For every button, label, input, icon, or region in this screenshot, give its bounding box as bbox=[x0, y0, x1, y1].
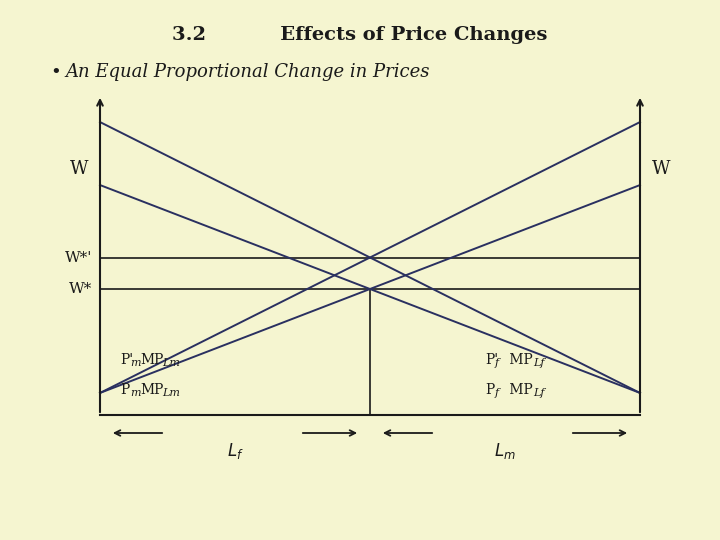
Text: Lf: Lf bbox=[533, 358, 544, 368]
Text: •: • bbox=[50, 63, 60, 81]
Text: W*': W*' bbox=[65, 251, 92, 265]
Text: P': P' bbox=[120, 353, 133, 367]
Text: $L_f$: $L_f$ bbox=[227, 441, 243, 461]
Text: f: f bbox=[495, 388, 499, 398]
Text: W*: W* bbox=[68, 282, 92, 296]
Text: m: m bbox=[130, 358, 140, 368]
Text: P: P bbox=[120, 383, 130, 397]
Text: P: P bbox=[485, 383, 494, 397]
Text: P': P' bbox=[485, 353, 498, 367]
Text: Lf: Lf bbox=[533, 388, 544, 398]
Text: Lm: Lm bbox=[162, 358, 180, 368]
Text: MP: MP bbox=[505, 353, 533, 367]
Text: $L_m$: $L_m$ bbox=[494, 441, 516, 461]
Text: MP: MP bbox=[140, 383, 163, 397]
Text: W: W bbox=[70, 160, 88, 178]
Text: Lm: Lm bbox=[162, 388, 180, 398]
Text: m: m bbox=[130, 388, 140, 398]
Text: An Equal Proportional Change in Prices: An Equal Proportional Change in Prices bbox=[65, 63, 430, 81]
Text: f: f bbox=[495, 358, 499, 368]
Text: 3.2           Effects of Price Changes: 3.2 Effects of Price Changes bbox=[172, 26, 548, 44]
Text: W: W bbox=[652, 160, 670, 178]
Text: MP: MP bbox=[140, 353, 163, 367]
Text: MP: MP bbox=[505, 383, 533, 397]
